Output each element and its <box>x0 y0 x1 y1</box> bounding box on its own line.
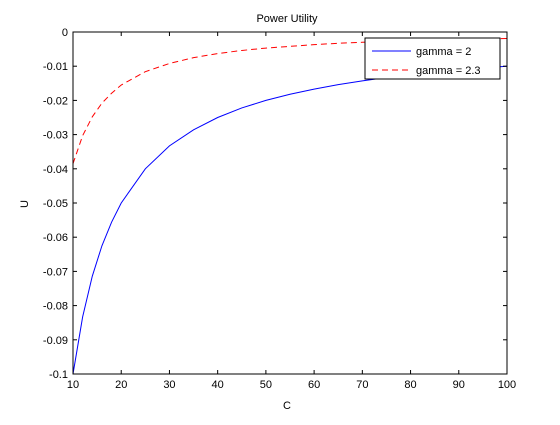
x-tick-label: 80 <box>404 379 416 391</box>
x-tick-label: 40 <box>212 379 224 391</box>
plot-area <box>73 32 507 374</box>
x-tick-label: 10 <box>67 379 79 391</box>
y-tick-label: -0.03 <box>43 130 68 142</box>
x-tick-label: 20 <box>115 379 127 391</box>
y-axis-ticks: 0 -0.01 -0.02 -0.03 -0.04 -0.05 -0.06 -0.07 -0.0… <box>43 27 507 381</box>
y-tick-label: -0.01 <box>43 61 68 73</box>
chart-title: Power Utility <box>256 13 318 25</box>
legend-box <box>364 37 501 80</box>
x-tick-label: 90 <box>453 379 465 391</box>
y-tick-label: -0.06 <box>43 232 68 244</box>
y-tick-label: -0.07 <box>43 266 68 278</box>
y-tick-label: -0.05 <box>43 198 68 210</box>
y-tick-label: -0.02 <box>43 95 68 107</box>
y-tick-label: -0.04 <box>43 164 68 176</box>
y-axis-title: U <box>19 200 31 208</box>
legend-label-gamma-2-3: gamma = 2.3 <box>416 65 481 77</box>
x-tick-label: 70 <box>356 379 368 391</box>
y-tick-label: -0.08 <box>43 301 68 313</box>
x-tick-label: 30 <box>163 379 175 391</box>
legend: gamma = 2 gamma = 2.3 <box>364 37 501 80</box>
y-tick-label: -0.09 <box>43 335 68 347</box>
y-tick-label: -0.1 <box>49 369 68 381</box>
x-tick-label: 50 <box>260 379 272 391</box>
x-tick-label: 100 <box>498 379 516 391</box>
y-tick-label: 0 <box>62 27 68 39</box>
legend-label-gamma-2: gamma = 2 <box>416 46 471 58</box>
x-axis-title: C <box>283 400 291 412</box>
x-axis-ticks: 10 20 30 40 50 60 70 80 90 100 <box>67 32 516 391</box>
x-tick-label: 60 <box>308 379 320 391</box>
